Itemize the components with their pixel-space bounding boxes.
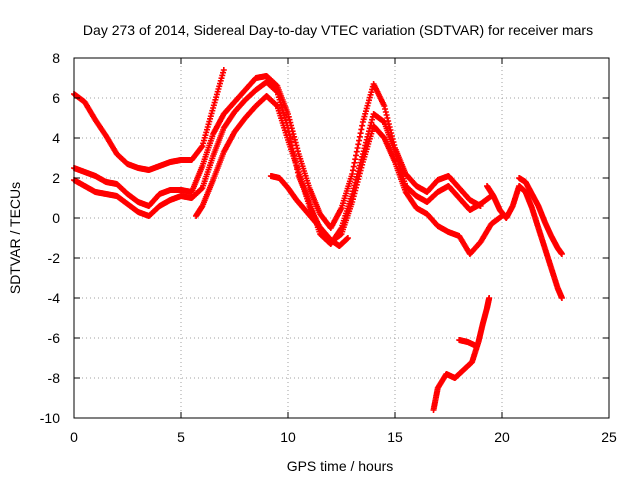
y-tick-label: -2 bbox=[48, 250, 61, 266]
data-points bbox=[71, 67, 565, 413]
series-trace-i bbox=[516, 175, 565, 257]
series-trace-a bbox=[71, 67, 227, 173]
x-tick-label: 20 bbox=[494, 429, 510, 445]
y-axis-label: SDTVAR / TECUs bbox=[7, 182, 23, 294]
y-tick-label: 2 bbox=[52, 170, 60, 186]
chart-title: Day 273 of 2014, Sidereal Day-to-day VTE… bbox=[83, 22, 593, 38]
series-trace-b bbox=[71, 73, 484, 231]
series-trace-e bbox=[267, 173, 351, 249]
series-trace-g bbox=[456, 337, 480, 349]
series-trace-h bbox=[484, 183, 565, 301]
y-tick-label: -8 bbox=[48, 370, 61, 386]
y-tick-label: -10 bbox=[40, 410, 60, 426]
y-tick-label: 6 bbox=[52, 90, 60, 106]
data-point-marker bbox=[486, 295, 493, 301]
x-tick-label: 10 bbox=[280, 429, 296, 445]
y-tick-label: 8 bbox=[52, 50, 60, 66]
y-tick-label: 0 bbox=[52, 210, 60, 226]
y-tick-label: 4 bbox=[52, 130, 60, 146]
axes: 0 5 10 15 20 25 -10 -8 -6 -4 -2 0 2 4 6 8 bbox=[40, 50, 617, 445]
x-tick-label: 15 bbox=[387, 429, 403, 445]
x-tick-label: 0 bbox=[70, 429, 78, 445]
data-point-marker bbox=[473, 343, 480, 349]
x-tick-label: 25 bbox=[601, 429, 617, 445]
x-tick-label: 5 bbox=[177, 429, 185, 445]
y-tick-label: -6 bbox=[48, 330, 61, 346]
data-point-marker bbox=[220, 67, 227, 73]
y-tick-label: -4 bbox=[48, 290, 61, 306]
plot-frame bbox=[73, 57, 610, 419]
x-axis-label: GPS time / hours bbox=[287, 458, 394, 474]
data-point-marker bbox=[558, 295, 565, 301]
data-point-marker bbox=[558, 251, 565, 257]
data-point-marker bbox=[344, 235, 351, 241]
